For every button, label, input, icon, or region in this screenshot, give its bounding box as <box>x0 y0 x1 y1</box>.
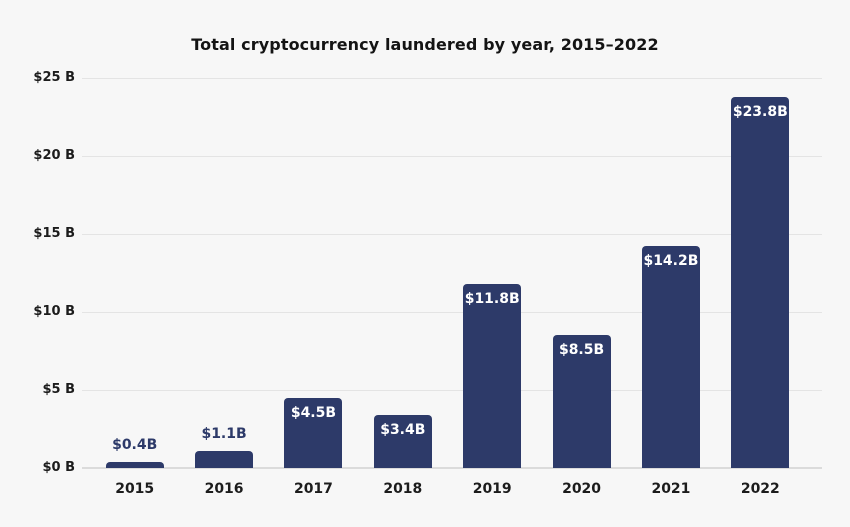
bars-band: $0.4B $1.1B $4.5B $3.4B $11.8B $8.5B $14.2B $23… <box>90 78 805 468</box>
bar-slot: $1.1B <box>179 78 268 468</box>
y-tick-label: $20 B <box>33 148 75 163</box>
bar-2021: $14.2B <box>641 246 700 468</box>
x-tick-label: 2015 <box>115 481 155 497</box>
bar-2017: $4.5B <box>284 398 343 468</box>
bar-value-label: $23.8B <box>732 104 788 120</box>
bar-value-label: $4.5B <box>290 405 337 421</box>
bar-value-label: $0.4B <box>112 437 158 453</box>
gridline <box>82 233 822 235</box>
y-tick-label: $15 B <box>33 226 75 241</box>
x-tick-label: 2021 <box>651 481 691 497</box>
y-tick-label: $5 B <box>42 382 75 397</box>
x-tick-label: 2018 <box>383 481 423 497</box>
bar-value-label: $8.5B <box>558 342 605 358</box>
plot-area: $0.4B $1.1B $4.5B $3.4B $11.8B $8.5B $14.2B $23… <box>82 77 822 469</box>
gridline <box>82 311 822 313</box>
bar-2020: $8.5B <box>552 335 611 468</box>
bar-value-label: $14.2B <box>643 253 699 269</box>
bar-slot: $4.5B <box>269 78 358 468</box>
bar-2016: $1.1B <box>195 426 254 468</box>
x-axis: 2015 2016 2017 2018 2019 2020 2021 2022 <box>90 481 805 497</box>
bar-value-label: $3.4B <box>380 422 426 438</box>
x-tick-label: 2020 <box>562 481 602 497</box>
y-tick-label: $0 B <box>42 460 75 475</box>
gridline <box>82 155 822 157</box>
bar-slot: $11.8B <box>448 78 537 468</box>
x-axis-baseline <box>82 467 822 469</box>
bar-value-label: $11.8B <box>464 291 520 307</box>
bar-2018: $3.4B <box>373 415 432 468</box>
bar-2022: $23.8B <box>731 97 790 468</box>
bar-2019: $11.8B <box>463 284 522 468</box>
y-tick-label: $10 B <box>33 304 75 319</box>
x-tick-label: 2022 <box>740 481 780 497</box>
bar-slot: $23.8B <box>716 78 805 468</box>
y-tick-label: $25 B <box>33 70 75 85</box>
chart-title: Total cryptocurrency laundered by year, … <box>191 35 659 54</box>
x-tick-label: 2019 <box>472 481 512 497</box>
gridline <box>82 389 822 391</box>
bar-slot: $8.5B <box>537 78 626 468</box>
x-tick-label: 2017 <box>293 481 333 497</box>
x-tick-label: 2016 <box>204 481 244 497</box>
bar-slot: $3.4B <box>358 78 447 468</box>
bar-slot: $14.2B <box>626 78 715 468</box>
bar-2015: $0.4B <box>105 437 164 468</box>
bar-slot: $0.4B <box>90 78 179 468</box>
gridline <box>82 77 822 79</box>
bar-value-label: $1.1B <box>201 426 247 442</box>
